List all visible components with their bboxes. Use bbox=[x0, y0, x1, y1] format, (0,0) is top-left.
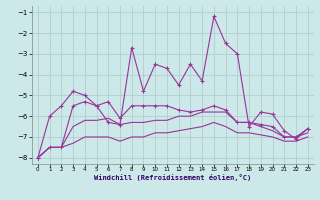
X-axis label: Windchill (Refroidissement éolien,°C): Windchill (Refroidissement éolien,°C) bbox=[94, 174, 252, 181]
